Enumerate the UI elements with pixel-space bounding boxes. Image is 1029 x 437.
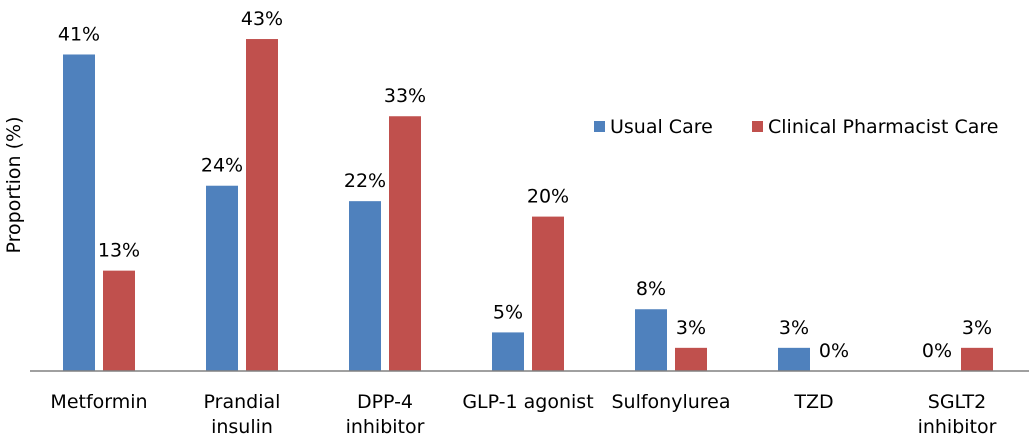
legend: Usual Care Clinical Pharmacist Care xyxy=(594,116,998,138)
bar-0-3 xyxy=(492,332,524,371)
category-label-1-1: insulin xyxy=(211,416,273,437)
bar-1-3 xyxy=(532,216,564,371)
value-label-0-2: 22% xyxy=(344,170,386,192)
category-labels-group: Metformin Prandial insulin DPP-4 inhibitor GL… xyxy=(50,391,996,437)
bar-1-0 xyxy=(103,270,135,371)
value-label-0-5: 3% xyxy=(779,317,809,339)
legend-label-0: Usual Care xyxy=(610,116,713,138)
bar-0-1 xyxy=(206,185,238,371)
value-label-1-5: 0% xyxy=(819,340,849,362)
category-label-6-1: inhibitor xyxy=(918,416,997,437)
category-label-1-0: Prandial xyxy=(204,391,281,413)
y-axis-label: Proportion (%) xyxy=(3,117,25,254)
value-label-0-4: 8% xyxy=(636,278,666,300)
bars-group xyxy=(63,39,993,372)
value-label-1-1: 43% xyxy=(241,8,283,30)
value-label-0-1: 24% xyxy=(201,155,243,177)
value-label-1-2: 33% xyxy=(384,85,426,107)
value-label-1-6: 3% xyxy=(962,317,992,339)
category-label-5-0: TZD xyxy=(793,391,833,413)
legend-swatch-1 xyxy=(752,121,763,132)
value-labels-group: 41% 13% 24% 43% 22% 33% 5% 20% 8% 3% 3% 0% 0% 3% xyxy=(58,8,992,362)
bar-0-0 xyxy=(63,54,95,371)
value-label-0-3: 5% xyxy=(493,301,523,323)
category-label-2-1: inhibitor xyxy=(346,416,425,437)
category-label-6-0: SGLT2 xyxy=(928,391,986,413)
bar-0-2 xyxy=(349,201,381,371)
value-label-0-0: 41% xyxy=(58,23,100,45)
category-label-0-0: Metformin xyxy=(50,391,147,413)
bar-0-4 xyxy=(635,309,667,371)
legend-label-1: Clinical Pharmacist Care xyxy=(768,116,998,138)
value-label-1-4: 3% xyxy=(676,317,706,339)
bar-0-5 xyxy=(778,347,810,371)
bar-1-2 xyxy=(389,116,421,372)
bar-1-1 xyxy=(246,39,278,371)
bar-1-6 xyxy=(961,347,993,371)
value-label-0-6: 0% xyxy=(922,340,952,362)
legend-swatch-0 xyxy=(594,121,605,132)
category-label-3-0: GLP-1 agonist xyxy=(462,391,593,413)
value-label-1-0: 13% xyxy=(98,240,140,262)
value-label-1-3: 20% xyxy=(527,186,569,208)
category-label-2-0: DPP-4 xyxy=(357,391,413,413)
bar-1-4 xyxy=(675,347,707,371)
category-label-4-0: Sulfonylurea xyxy=(611,391,730,413)
